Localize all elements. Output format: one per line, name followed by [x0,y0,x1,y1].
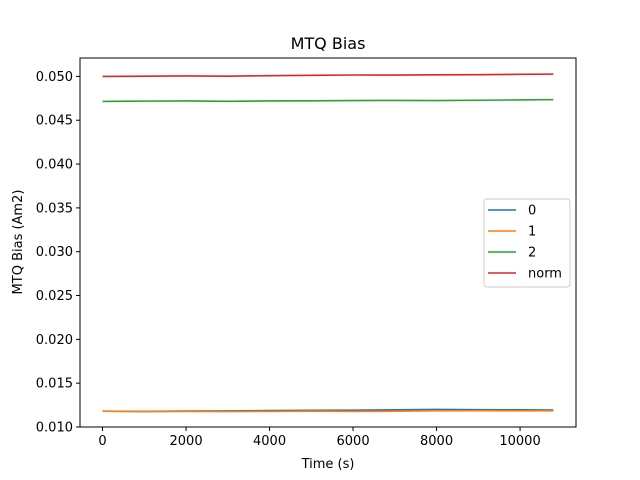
x-tick-label: 10000 [499,434,540,449]
y-tick-label: 0.035 [36,201,73,216]
y-tick-label: 0.050 [36,70,73,85]
series-lines [102,73,554,413]
legend-label-1: 1 [528,225,536,240]
x-tick-label: 6000 [337,434,370,449]
y-tick-label: 0.045 [36,114,73,129]
x-tick-label: 8000 [420,434,453,449]
series-line-1 [102,409,554,413]
x-axis: 0 2000 4000 6000 8000 10000 [98,427,541,449]
legend: 0 1 2 norm [483,198,571,288]
series-line-norm [102,73,554,78]
x-tick-label: 0 [98,434,106,449]
legend-label-0: 0 [528,204,536,219]
legend-box [483,198,571,288]
y-tick-label: 0.010 [36,421,73,436]
y-tick-label: 0.040 [36,158,73,173]
series-line-2 [102,98,554,103]
x-axis-label: Time (s) [301,457,355,472]
y-axis: 0.010 0.015 0.020 0.025 0.030 0.035 0.040 0.045… [36,70,80,436]
chart-title: MTQ Bias [291,34,366,53]
y-tick-label: 0.015 [36,377,73,392]
legend-label-2: 2 [528,246,536,261]
y-tick-label: 0.025 [36,289,73,304]
y-tick-label: 0.030 [36,245,73,260]
x-tick-label: 2000 [170,434,203,449]
legend-label-norm: norm [528,267,562,282]
plot-frame [79,57,577,428]
y-axis-label: MTQ Bias (Am2) [11,190,26,295]
x-tick-label: 4000 [253,434,286,449]
y-tick-label: 0.020 [36,333,73,348]
